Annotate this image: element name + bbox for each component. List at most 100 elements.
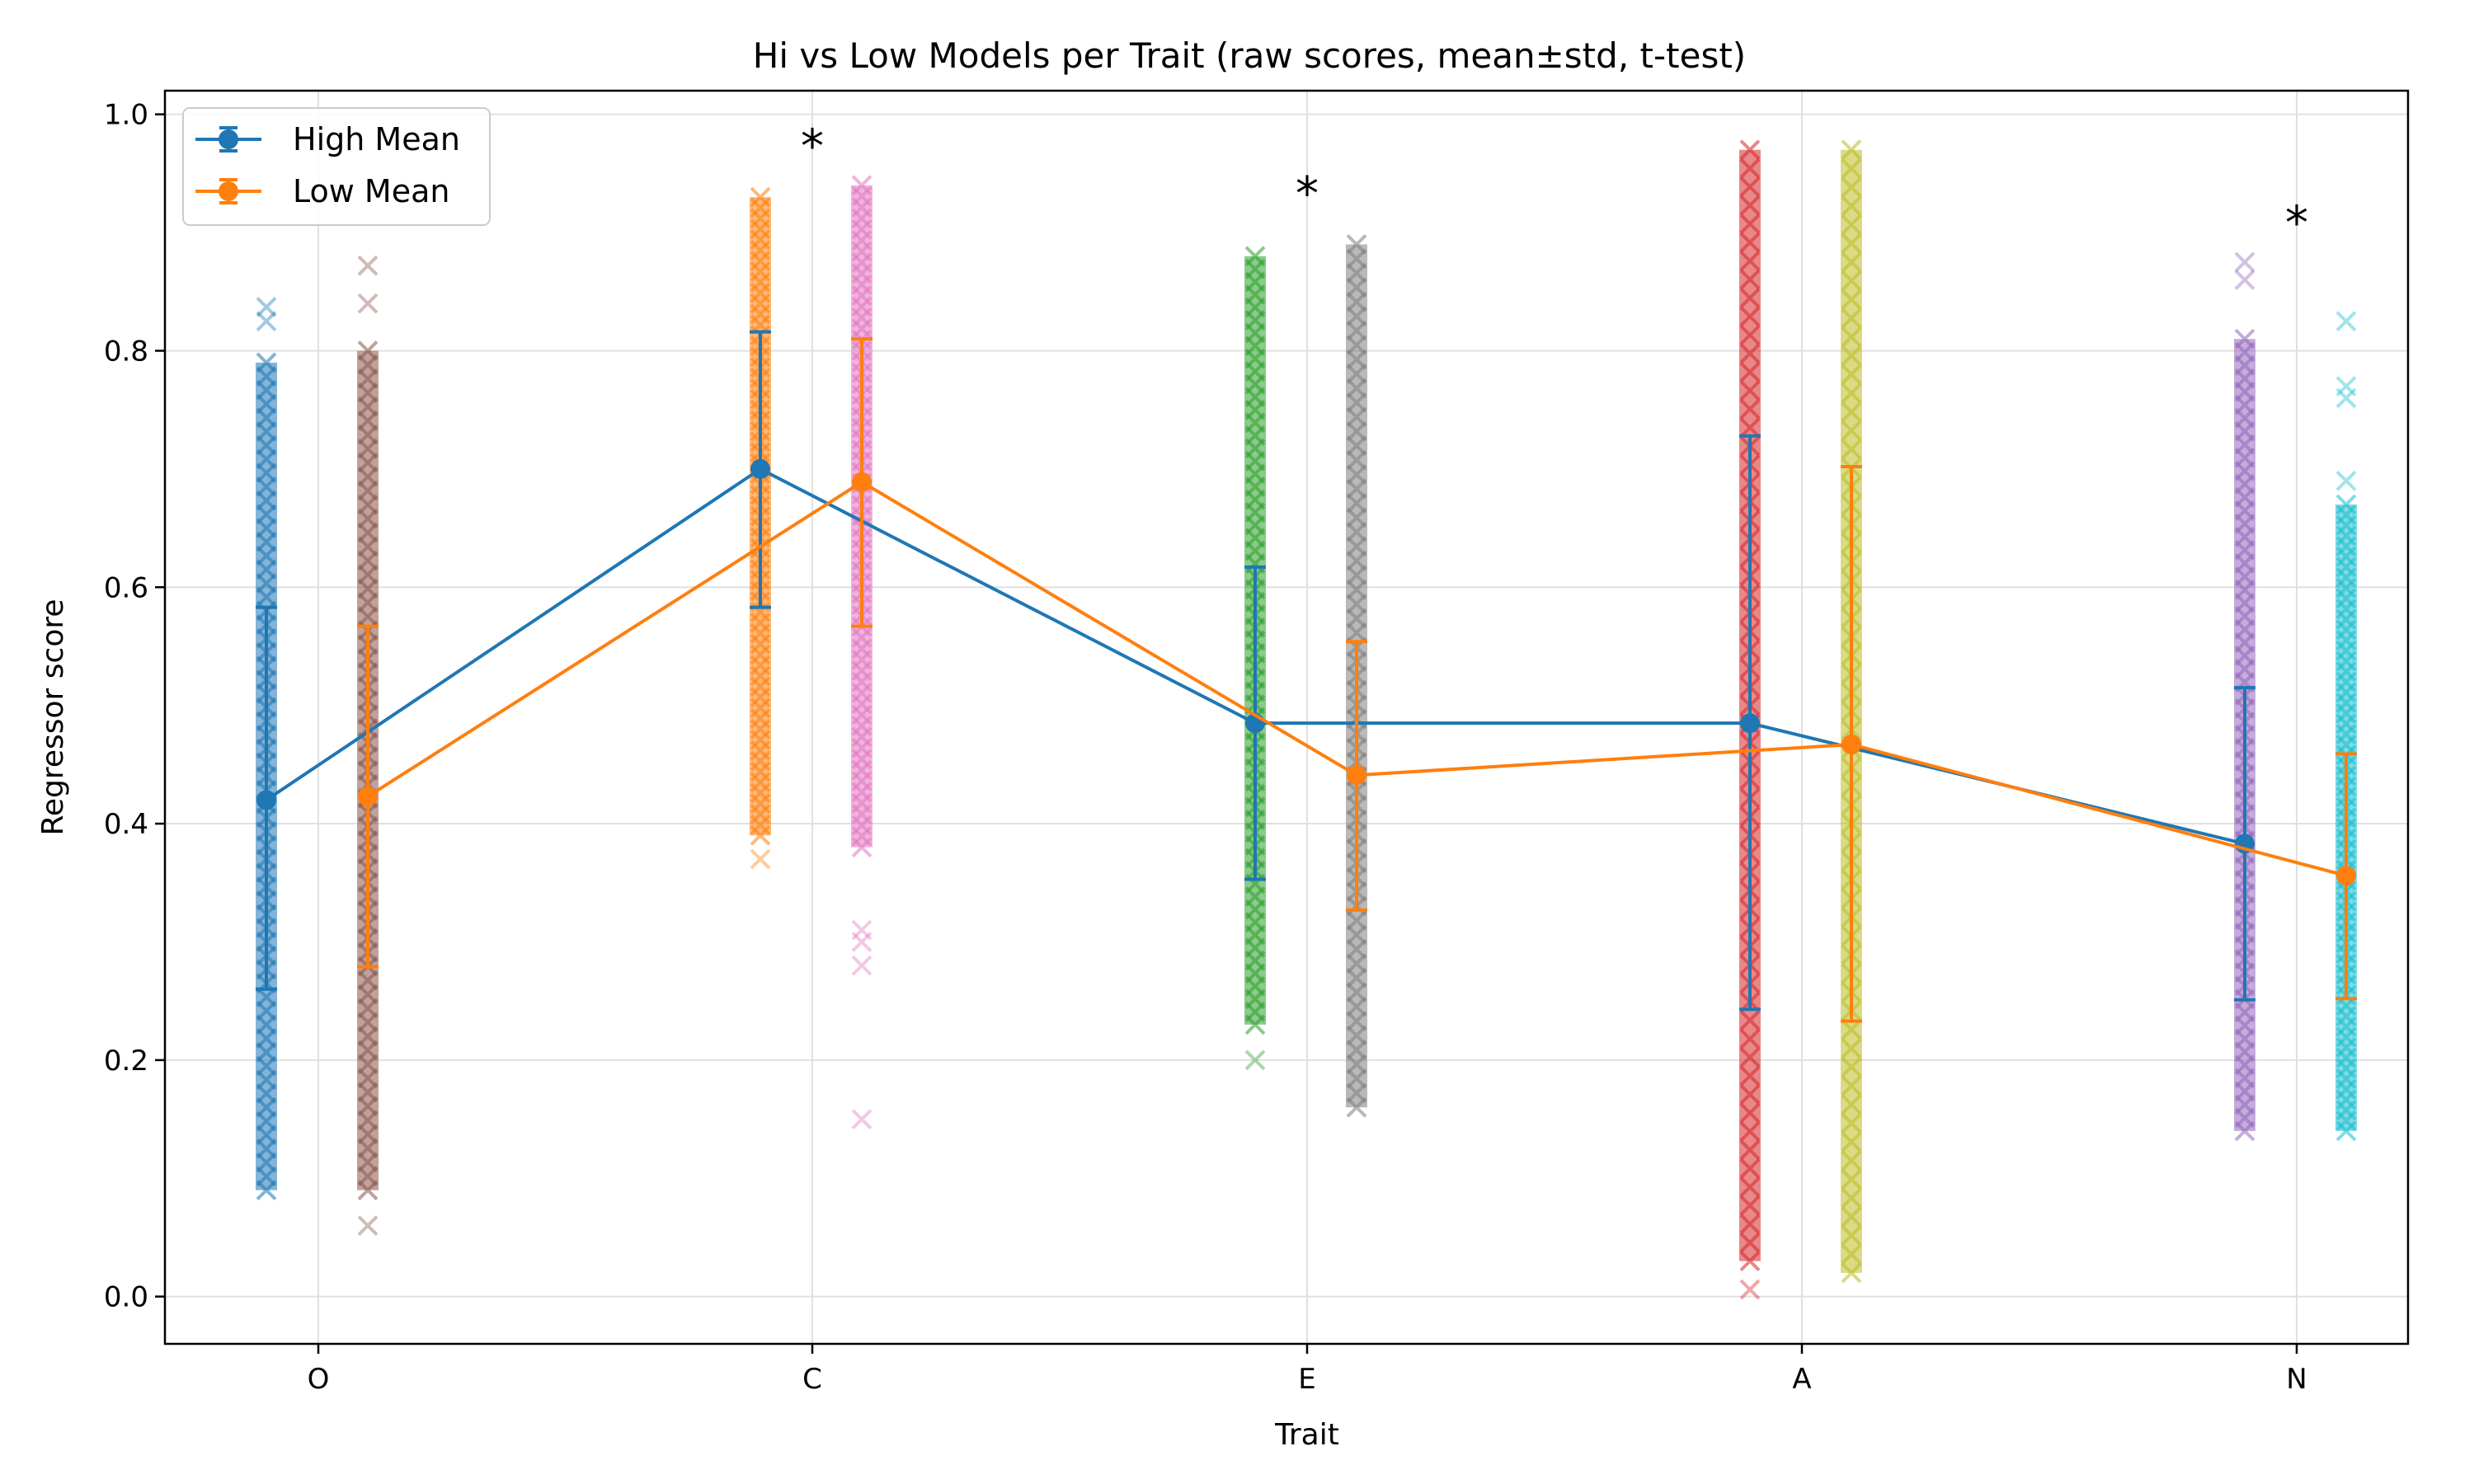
mean-point	[1740, 713, 1760, 734]
raw-score-marker	[851, 1109, 872, 1129]
mean-point	[2336, 866, 2356, 886]
raw-score-marker	[1739, 361, 1761, 383]
x-tick-label: N	[2286, 1363, 2307, 1396]
y-tick-label: 0.6	[104, 571, 148, 604]
raw-score-marker	[1841, 1131, 1862, 1153]
raw-score-marker	[1739, 251, 1761, 271]
raw-score-marker	[1841, 1262, 1862, 1284]
raw-score-marker	[1739, 214, 1761, 234]
raw-score-marker	[1841, 1243, 1862, 1265]
raw-score-marker	[1739, 1084, 1761, 1105]
raw-score-marker	[1841, 1225, 1862, 1246]
raw-score-marker	[851, 932, 872, 952]
raw-score-marker	[1841, 308, 1862, 329]
raw-score-marker	[1841, 345, 1862, 366]
legend: High Mean Low Mean	[182, 107, 491, 226]
raw-score-marker	[2234, 270, 2255, 290]
raw-score-marker	[256, 311, 277, 332]
raw-score-marker	[1739, 1214, 1761, 1235]
x-axis-label: Trait	[1274, 1418, 1339, 1452]
raw-score-marker	[1739, 1251, 1761, 1272]
raw-score-marker	[750, 186, 771, 208]
raw-score-marker	[851, 955, 872, 976]
raw-score-marker	[1739, 1176, 1761, 1198]
raw-score-marker	[851, 919, 872, 941]
raw-score-marker	[2335, 311, 2357, 332]
legend-marker	[219, 181, 238, 201]
raw-score-marker	[1841, 1094, 1862, 1115]
raw-score-marker	[2335, 494, 2357, 515]
raw-score-marker	[1346, 234, 1367, 255]
raw-score-marker	[1244, 246, 1266, 267]
raw-score-marker	[1739, 343, 1761, 364]
significance-marker: *	[801, 120, 824, 174]
significance-marker: *	[1296, 167, 1319, 221]
raw-score-marker	[1739, 269, 1761, 290]
raw-score-marker	[256, 297, 277, 317]
raw-score-marker	[1841, 270, 1862, 292]
x-tick-label: E	[1298, 1363, 1315, 1396]
raw-score-marker	[1841, 420, 1862, 441]
raw-score-marker	[1739, 157, 1761, 179]
raw-score-marker	[1739, 1195, 1761, 1216]
raw-score-marker	[1841, 364, 1862, 385]
y-tick-label: 0.2	[104, 1045, 148, 1078]
mean-point	[1347, 765, 1366, 786]
raw-score-marker	[1841, 232, 1862, 254]
raw-score-marker	[1739, 417, 1761, 439]
raw-score-marker	[1841, 1056, 1862, 1078]
significance-annotations: * * *	[801, 120, 2308, 251]
grid	[165, 91, 2408, 1344]
x-tick-label: C	[802, 1363, 822, 1396]
raw-score-marker	[1739, 1010, 1761, 1031]
raw-score-marker	[2335, 376, 2357, 397]
raw-score-marker	[1739, 1158, 1761, 1179]
mean-point	[750, 458, 770, 479]
raw-score-marker	[1739, 176, 1761, 198]
raw-score-marker	[1841, 1150, 1862, 1172]
raw-score-marker	[1841, 195, 1862, 217]
mean-point	[852, 472, 872, 492]
plot-frame	[163, 89, 2410, 1345]
raw-score-marker	[1841, 1075, 1862, 1097]
raw-score-marker	[750, 848, 771, 870]
x-tick-label: A	[1792, 1363, 1811, 1396]
raw-score-marker	[1739, 1047, 1761, 1068]
raw-score-marker	[2234, 251, 2255, 273]
raw-score-marker	[2234, 328, 2255, 350]
raw-score-marker	[1841, 176, 1862, 198]
raw-score-marker	[357, 255, 379, 276]
raw-score-marker	[1739, 324, 1761, 345]
raw-score-marker	[1841, 402, 1862, 422]
raw-score-marker	[1739, 139, 1761, 161]
raw-score-marker	[2335, 470, 2357, 491]
mean-point	[358, 787, 378, 807]
y-tick-label: 1.0	[104, 99, 148, 132]
y-tick-label: 0.4	[104, 808, 148, 841]
raw-score-marker	[1739, 1120, 1761, 1142]
raw-score-marker	[1739, 306, 1761, 327]
axes: 0.0 0.2 0.4 0.6 0.8 1.0 O C E A N	[104, 99, 2307, 1396]
raw-score-marker	[357, 340, 379, 361]
y-tick-label: 0.0	[104, 1281, 148, 1314]
raw-score-marker	[2335, 387, 2357, 409]
raw-score-marker	[1739, 1232, 1761, 1253]
significance-marker: *	[2285, 197, 2308, 251]
raw-score-marker	[1841, 383, 1862, 404]
raw-score-marker	[1841, 1019, 1862, 1040]
raw-score-marker	[1841, 157, 1862, 179]
raw-score-marker	[1739, 232, 1761, 253]
raw-score-marker	[1841, 251, 1862, 273]
raw-score-marker	[256, 352, 277, 373]
raw-score-marker	[1841, 439, 1862, 460]
legend-label: Low Mean	[293, 173, 449, 209]
mean-point	[1841, 734, 1861, 754]
x-tick-label: O	[308, 1363, 330, 1396]
raw-score-marker	[1841, 1169, 1862, 1190]
raw-score-marker	[1739, 288, 1761, 308]
legend-label: High Mean	[293, 121, 460, 157]
raw-score-marker	[1739, 1279, 1761, 1300]
raw-score-marker	[1841, 139, 1862, 161]
